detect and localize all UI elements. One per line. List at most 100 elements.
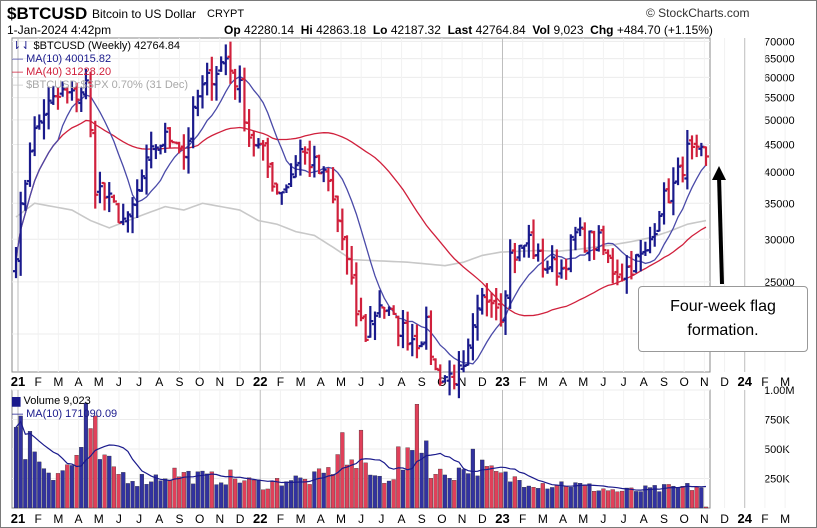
volume-bar [545,488,550,509]
volume-bar [293,475,298,509]
price-bar [446,360,453,396]
volume-bar [135,486,140,509]
volume-bar [335,454,340,509]
x-tick-label-volume: D [720,512,729,526]
x-tick-label-volume: M [94,512,104,526]
price-bar [180,134,187,170]
price-bar [302,146,309,165]
x-tick-label: A [155,375,163,389]
x-tick-label: 22 [253,374,267,389]
volume-bar [55,473,61,509]
chart-datetime: 1-Jan-2024 4:42pm [7,23,112,37]
volume-bar [671,485,676,509]
x-tick-label: O [195,375,204,389]
price-bar [213,66,220,101]
volume-bar [195,471,200,509]
brand-label[interactable]: © StockCharts.com [646,6,750,20]
price-bar [511,242,518,274]
volume-bar [121,472,126,509]
volume-bar [32,451,37,509]
price-bar [670,167,677,216]
x-tick-label-volume: F [35,512,42,526]
x-tick-label-volume: F [519,512,526,526]
price-bar [358,297,364,322]
price-bar [390,305,397,316]
price-tick-label: 65000 [764,54,795,66]
volume-bar [312,471,317,509]
volume-ma-line [15,420,707,491]
volume-bar [316,468,322,509]
price-bar [591,230,598,260]
volume-bar [405,447,410,509]
price-bar [656,210,663,233]
volume-bar [578,483,583,509]
price-bar [115,202,122,224]
volume-bar [372,475,378,509]
price-bar [535,243,542,262]
legend-ma10: — MA(10) 40015.82 [12,53,112,65]
symbol-title: $BTCUSD [7,4,88,23]
volume-bar [456,467,461,509]
price-bar [334,195,341,233]
price-bar [493,287,500,321]
volume-bar [592,491,597,509]
last-label: Last [447,23,473,37]
volume-bar [601,488,606,509]
volume-bar [442,474,447,509]
price-tick-label: 30000 [764,234,795,246]
volume-bar [699,487,704,509]
volume-bar [37,461,42,509]
price-bar [413,324,420,359]
price-bar [376,290,383,318]
x-tick-label: A [640,375,648,389]
legend-vol-ma: — MA(10) 171090.09 [12,408,118,420]
price-bar [176,141,183,154]
x-tick-label-volume: M [336,512,346,526]
volume-bar [559,481,564,509]
volume-bar [666,484,671,509]
volume-bar [438,468,443,509]
x-tick-label: 21 [11,374,25,389]
volume-bar [694,486,699,509]
volume-bar [433,474,438,509]
price-bar [525,224,532,258]
x-tick-label: J [600,375,606,389]
annotation-callout: Four-week flag formation. [638,286,808,352]
x-tick-label-volume: D [236,512,245,526]
volume-bar [261,489,266,509]
quote-line: Op 42280.14 Hi 42863.18 Lo 42187.32 Last… [224,23,713,37]
volume-bar [363,462,368,509]
x-tick-label-volume: A [398,512,406,526]
x-tick-label: S [660,375,668,389]
price-bar [404,311,411,351]
volume-bar [116,474,121,509]
x-tick-label: N [216,375,225,389]
volume-bar [480,459,485,509]
volume-bar [689,490,695,509]
price-legend: ⇂⇃ $BTCUSD (Weekly) 42764.84 — MA(10) 40… [12,40,188,92]
x-tick-label-volume: A [640,512,648,526]
price-bar [539,238,546,278]
volume-bar [158,480,163,509]
price-bar [297,139,304,176]
price-bar [507,239,514,309]
volume-bar [452,480,457,509]
x-tick-label-volume: F [761,512,768,526]
volume-bar [330,474,336,509]
annotation-arrow-head [712,166,726,180]
price-bar [516,244,523,262]
price-bar [36,114,43,130]
x-tick-label: J [378,375,384,389]
price-bar [497,293,504,327]
x-tick-label-volume: N [216,512,225,526]
price-bar [348,245,355,285]
x-tick-label: A [317,375,325,389]
volume-bar [489,465,494,509]
volume-bar [344,464,350,509]
x-tick-label: D [478,375,487,389]
x-tick-label: 24 [738,374,753,389]
volume-bar [177,476,182,509]
x-tick-label: O [680,375,689,389]
price-bar [73,82,80,113]
price-bar [157,144,164,155]
